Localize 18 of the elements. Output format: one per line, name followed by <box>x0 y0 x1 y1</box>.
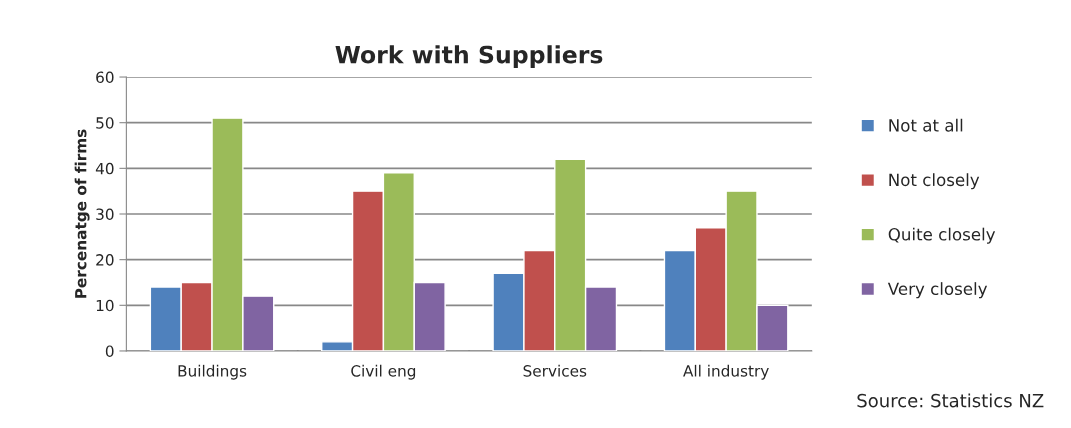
x-tick-label: Services <box>523 364 587 377</box>
y-tick-label: 50 <box>96 117 114 129</box>
y-tick-label: 10 <box>96 299 114 312</box>
legend-label: Not closely <box>889 173 980 190</box>
y-tick-label: 0 <box>105 345 114 357</box>
x-tick-label: Civil eng <box>351 364 416 380</box>
chart-title: Work with Suppliers <box>335 45 603 69</box>
legend-label: Quite closely <box>888 227 996 244</box>
y-tick-label: 30 <box>96 208 114 221</box>
x-tick-label: All industry <box>683 364 769 380</box>
legend-label: Not at all <box>889 118 963 132</box>
y-axis-title: Percenatge of firms <box>74 129 90 298</box>
y-tick-label: 20 <box>96 254 114 266</box>
y-tick-label: 40 <box>95 162 114 175</box>
y-tick-label: 60 <box>96 71 114 84</box>
source-note: Source: Statistics NZ <box>857 393 1044 408</box>
x-tick-label: Buildings <box>178 364 247 380</box>
legend-label: Very closely <box>887 282 988 299</box>
